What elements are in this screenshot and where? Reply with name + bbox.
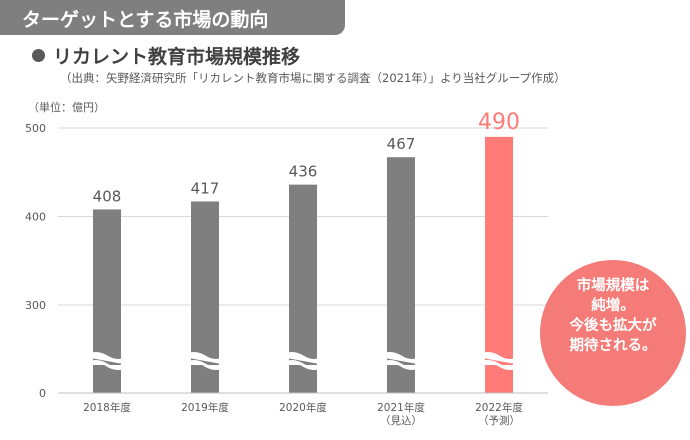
axis-break-fill (477, 353, 521, 369)
y-tick-label: 400 (25, 211, 46, 224)
axis-break-line (182, 352, 228, 362)
unit-label: （単位：億円） (28, 101, 105, 114)
axis-break-line (280, 360, 326, 370)
axis-break-line (280, 352, 326, 362)
y-tick-label: 300 (25, 299, 46, 312)
x-tick-label: 2019年度 (181, 401, 229, 414)
callout-line: 市場規模は (576, 278, 650, 294)
chart-title: リカレント教育市場規模推移 (53, 46, 301, 68)
x-tick-label: 2018年度 (83, 401, 131, 414)
data-label: 467 (387, 135, 416, 153)
y-tick-label: 0 (39, 387, 46, 400)
callout-line: 純増。 (591, 298, 635, 314)
callout-text: 市場規模は 純増。 今後も拡大が 期待される。 (540, 276, 686, 356)
data-label: 490 (478, 110, 520, 135)
data-label: 436 (289, 163, 318, 181)
bullet-icon (32, 49, 45, 62)
x-tick-label: （予測） (478, 414, 520, 427)
axis-break-line (476, 352, 522, 362)
callout-line: 期待される。 (569, 338, 657, 354)
section-title: ターゲットとする市場の動向 (22, 9, 269, 31)
data-label: 417 (191, 179, 220, 197)
axis-break-line (84, 360, 130, 370)
axis-break-fill (183, 353, 227, 369)
x-tick-label: 2022年度 (475, 401, 523, 414)
axis-break-line (378, 360, 424, 370)
callout-line: 今後も拡大が (569, 318, 657, 334)
axis-break-fill (281, 353, 325, 369)
callout-bubble: 市場規模は 純増。 今後も拡大が 期待される。 (540, 260, 686, 406)
source-note: （出典：矢野経済研究所「リカレント教育市場に関する調査（2021年）」より当社グ… (60, 71, 566, 85)
axis-break-line (476, 360, 522, 370)
y-tick-label: 500 (25, 122, 46, 135)
axis-break-line (182, 360, 228, 370)
axis-break-fill (85, 353, 129, 369)
section-header: ターゲットとする市場の動向 (0, 0, 345, 35)
x-tick-label: （見込） (380, 415, 422, 427)
data-label: 408 (93, 187, 122, 205)
bar (485, 136, 513, 393)
x-tick-label: 2020年度 (279, 401, 327, 414)
axis-break-line (84, 352, 130, 362)
chart-title-row: リカレント教育市場規模推移 (32, 42, 300, 69)
axis-break-line (378, 352, 424, 362)
x-tick-label: 2021年度 (377, 401, 425, 414)
axis-break-fill (379, 353, 423, 369)
